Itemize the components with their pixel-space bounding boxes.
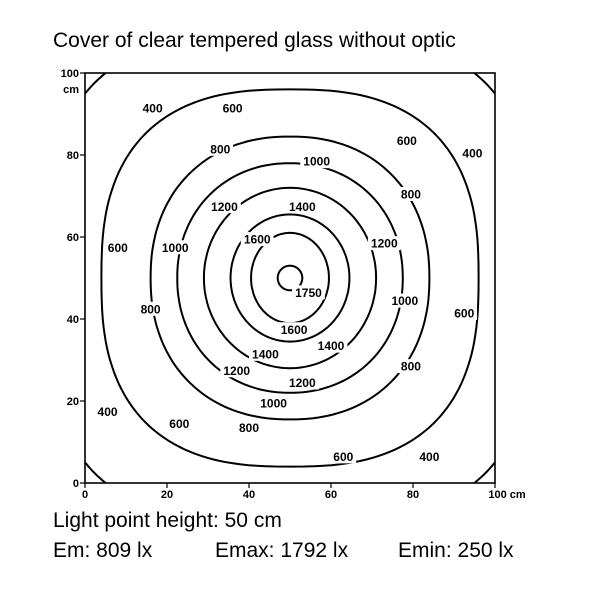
- contour-label-bg: [398, 359, 424, 374]
- x-tick-label: 80: [407, 489, 419, 501]
- min-illuminance: Emin: 250 lx: [398, 539, 514, 562]
- x-tick-label: 20: [161, 489, 173, 501]
- y-tick-label: 40: [67, 314, 79, 326]
- contour-label-bg: [236, 420, 262, 435]
- contour-label-bg: [158, 240, 192, 255]
- contour-label-bg: [208, 199, 241, 214]
- contour-label-bg: [285, 375, 319, 390]
- contour-label-1000: 1000: [260, 397, 287, 411]
- contour-label-800: 800: [210, 142, 230, 156]
- contour-label-800: 800: [239, 421, 259, 435]
- contour-label-1600: 1600: [244, 233, 271, 247]
- contour-line-1200: [202, 186, 378, 370]
- contour-label-bg: [166, 416, 193, 431]
- contour-label-600: 600: [108, 241, 128, 255]
- contour-label-bg: [105, 240, 131, 255]
- contour-label-bg: [285, 199, 319, 214]
- contour-label-bg: [220, 363, 254, 378]
- y-tick-label: 60: [67, 232, 79, 244]
- contour-label-400: 400: [98, 405, 118, 419]
- chart-title: Cover of clear tempered glass without op…: [53, 29, 456, 52]
- contour-line-1000: [176, 162, 404, 394]
- x-tick-label: 100 cm: [488, 489, 526, 501]
- x-tick-label: 40: [243, 489, 255, 501]
- contour-label-1000: 1000: [303, 155, 330, 169]
- x-tick-label: 0: [82, 489, 88, 501]
- contour-label-400: 400: [462, 146, 482, 160]
- contour-label-bg: [219, 100, 246, 115]
- contour-label-bg: [277, 322, 311, 337]
- contour-label-bg: [394, 133, 420, 148]
- contour-label-1000: 1000: [162, 241, 189, 255]
- contour-label-bg: [367, 236, 401, 251]
- contour-label-1600: 1600: [281, 323, 308, 337]
- contour-label-800: 800: [141, 302, 161, 316]
- contour-label-bg: [416, 449, 443, 464]
- contour-line-600: [100, 88, 480, 468]
- contour-lines: [85, 73, 495, 483]
- contour-label-bg: [300, 154, 334, 169]
- contour-line-1400: [229, 213, 351, 343]
- contour-label-bg: [459, 145, 486, 160]
- contour-label-bg: [207, 141, 234, 156]
- contour-label-bg: [388, 293, 422, 308]
- contour-label-1200: 1200: [371, 237, 398, 251]
- contour-label-bg: [292, 285, 325, 300]
- contour-label-800: 800: [401, 187, 421, 201]
- contour-label-1750: 1750: [295, 286, 322, 300]
- contour-label-bg: [139, 100, 166, 115]
- contour-label-bg: [94, 404, 121, 419]
- y-tick-label: 0: [73, 478, 79, 490]
- contour-line-1600: [250, 231, 330, 325]
- average-illuminance: Em: 809 lx: [53, 539, 153, 562]
- contour-label-bg: [249, 346, 282, 361]
- x-tick-label: 60: [325, 489, 337, 501]
- contour-label-400: 400: [419, 450, 439, 464]
- y-unit-label: cm: [63, 84, 79, 96]
- contour-label-600: 600: [397, 134, 417, 148]
- contour-line-400: [85, 73, 495, 483]
- contour-label-600: 600: [333, 450, 353, 464]
- contour-label-1400: 1400: [252, 347, 279, 361]
- contour-line-800: [149, 135, 431, 421]
- contour-label-bg: [240, 232, 274, 247]
- contour-label-bg: [330, 449, 357, 464]
- contour-label-1400: 1400: [318, 339, 345, 353]
- contour-label-bg: [257, 396, 290, 411]
- axes: 00 20 20 40 40 60 60 80 80 100 cm 100 cm: [61, 68, 526, 501]
- contour-label-800: 800: [401, 360, 421, 374]
- y-tick-label: 100: [61, 68, 79, 80]
- max-illuminance: Emax: 1792 lx: [215, 539, 349, 562]
- contour-label-bg: [314, 338, 348, 353]
- contour-label-600: 600: [223, 101, 243, 115]
- contour-label-1400: 1400: [289, 200, 316, 214]
- contour-label-1000: 1000: [391, 294, 418, 308]
- contour-label-1200: 1200: [223, 364, 250, 378]
- y-tick-label: 80: [67, 150, 79, 162]
- contour-label-bg: [398, 186, 424, 201]
- contour-label-1200: 1200: [211, 200, 238, 214]
- contour-label-600: 600: [454, 306, 474, 320]
- contour-label-400: 400: [143, 101, 163, 115]
- contour-label-bg: [451, 305, 478, 320]
- contour-label-1200: 1200: [289, 376, 316, 390]
- y-tick-label: 20: [67, 396, 79, 408]
- plot-frame: [84, 72, 496, 484]
- contour-label-bg: [137, 301, 164, 316]
- contour-label-600: 600: [169, 417, 189, 431]
- light-point-height: Light point height: 50 cm: [53, 509, 282, 532]
